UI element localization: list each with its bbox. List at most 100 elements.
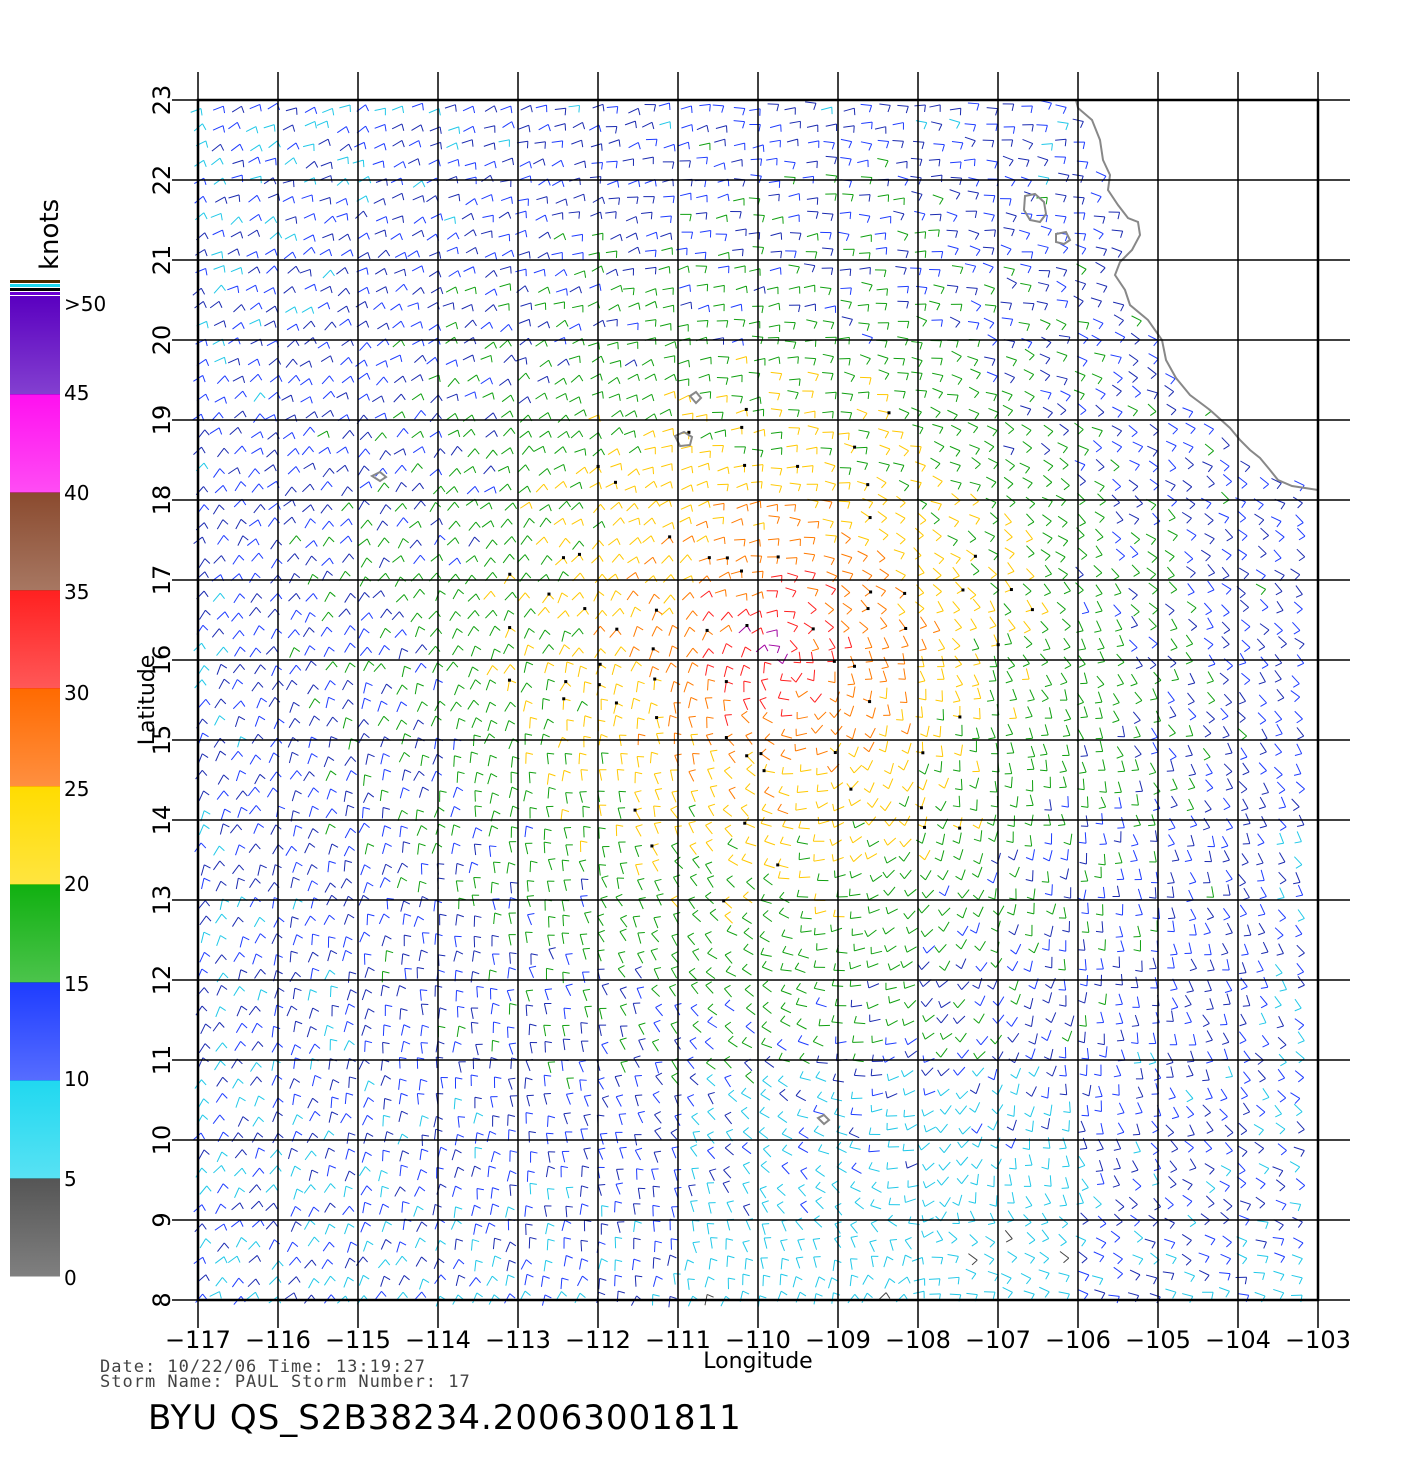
wind-barb	[1043, 1137, 1050, 1148]
wind-barb	[936, 1048, 947, 1057]
wind-barb	[1221, 1212, 1229, 1223]
wind-barb	[247, 252, 259, 259]
wind-barb	[1222, 636, 1230, 648]
wind-barb	[680, 517, 692, 524]
wind-barb	[635, 1076, 642, 1087]
wind-barb	[1045, 675, 1052, 687]
wind-barb	[491, 649, 500, 660]
wind-barb	[601, 699, 608, 710]
wind-barb	[970, 482, 981, 491]
wind-barb	[618, 952, 625, 964]
wind-barb	[990, 1195, 998, 1206]
wind-barb	[713, 105, 724, 113]
wind-barb	[412, 125, 424, 132]
wind-barb	[506, 1207, 515, 1218]
wind-barb	[1241, 673, 1249, 684]
wind-barb	[1024, 621, 1031, 633]
wind-barb	[1166, 1011, 1173, 1022]
wind-barb	[630, 538, 642, 545]
wind-barb	[383, 769, 391, 780]
wind-barb	[200, 916, 211, 925]
wind-barb	[505, 1294, 516, 1304]
wind-barb	[653, 1258, 660, 1269]
wind-barb	[742, 854, 752, 864]
wind-barb	[1170, 1034, 1177, 1045]
wind-barb	[787, 357, 798, 364]
wind-barb	[454, 685, 464, 695]
wind-barb	[800, 764, 811, 771]
wind-barb	[936, 1231, 943, 1243]
wind-barb	[581, 879, 588, 890]
wind-barb	[652, 860, 659, 872]
wind-barb	[717, 556, 729, 564]
wind-barb	[957, 1050, 968, 1059]
wind-barb	[581, 1041, 588, 1052]
wind-barb	[378, 483, 389, 492]
wind-barb	[911, 480, 922, 489]
wind-barb	[1206, 1051, 1213, 1063]
wind-barb	[1147, 446, 1157, 456]
wind-barb	[1238, 530, 1247, 541]
wind-barb	[880, 216, 891, 223]
wind-barb	[633, 1204, 640, 1215]
wind-barb	[319, 139, 331, 146]
wind-barb	[530, 1043, 537, 1054]
wind-barb	[232, 1203, 244, 1210]
wind-barb	[911, 372, 922, 380]
wind-barb	[716, 215, 727, 222]
wind-barb	[377, 521, 388, 530]
wind-barb	[521, 1260, 531, 1270]
wind-barb	[898, 604, 905, 616]
wind-barb	[572, 519, 584, 526]
rain-flag-dot	[921, 751, 924, 754]
wind-barb	[1059, 995, 1066, 1006]
wind-barb	[805, 304, 816, 311]
wind-barb	[527, 1171, 534, 1182]
wind-barb	[1172, 850, 1179, 861]
wind-barb	[590, 212, 601, 219]
wind-barb	[419, 896, 428, 907]
wind-barb	[869, 1145, 880, 1152]
wind-barb	[449, 468, 461, 476]
wind-barb	[933, 584, 941, 595]
wind-barb	[342, 487, 353, 496]
wind-barb	[480, 503, 492, 509]
wind-barb	[518, 465, 530, 473]
wind-barb	[815, 907, 826, 914]
wind-barb	[252, 1042, 263, 1051]
wind-barb	[1133, 712, 1140, 724]
wind-barb	[615, 1237, 622, 1248]
wind-barb	[992, 1085, 1002, 1095]
wind-barb	[948, 536, 958, 546]
wind-barb	[343, 680, 353, 690]
wind-barb	[574, 271, 585, 278]
wind-barb	[857, 481, 869, 490]
wind-barb	[1150, 1294, 1160, 1304]
wind-barb	[1150, 688, 1157, 699]
wind-barb	[1045, 833, 1052, 844]
wind-barb	[374, 144, 386, 151]
wind-barb	[666, 663, 676, 673]
wind-barb	[303, 628, 314, 637]
wind-barb	[287, 448, 299, 455]
wind-barb	[228, 468, 240, 474]
wind-barb	[767, 610, 778, 617]
wind-barb	[1148, 657, 1156, 669]
wind-barb	[1041, 337, 1051, 348]
wind-barb	[454, 756, 461, 767]
wind-barb	[1243, 763, 1249, 775]
wind-barb	[569, 324, 581, 331]
wind-barb	[1024, 961, 1033, 972]
wind-barb	[488, 1166, 496, 1177]
wind-barb	[671, 806, 678, 818]
wind-barb	[236, 519, 247, 529]
wind-barb	[233, 1079, 244, 1089]
wind-barb	[936, 1124, 947, 1133]
wind-barb	[365, 1009, 374, 1019]
rain-flag-dot	[849, 788, 852, 791]
wind-barb	[791, 673, 802, 682]
wind-barb	[844, 372, 854, 382]
wind-barb	[876, 303, 887, 310]
wind-barb	[472, 1205, 481, 1216]
wind-barb	[1185, 552, 1193, 563]
